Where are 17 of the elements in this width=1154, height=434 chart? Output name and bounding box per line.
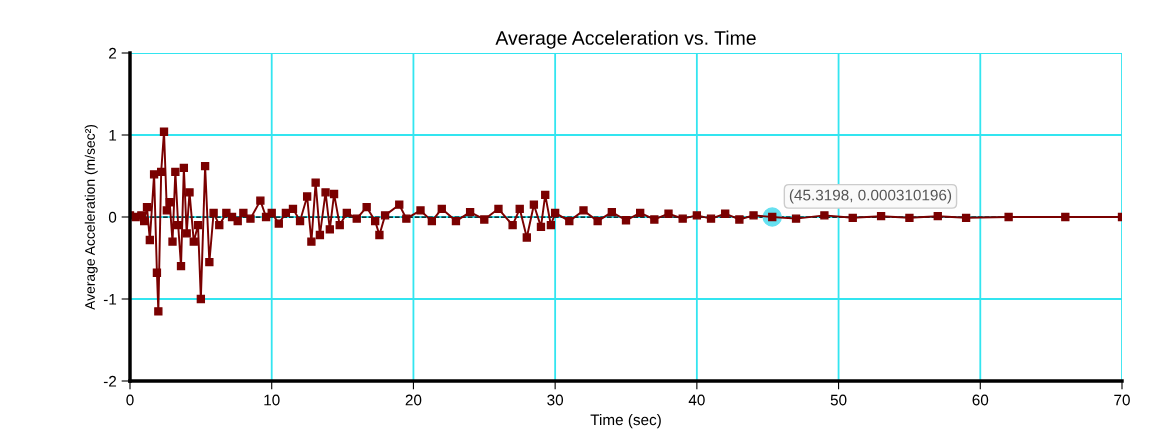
x-tick-label: 10: [264, 394, 280, 406]
chart-title: Average Acceleration vs. Time: [495, 30, 756, 49]
x-axis-title: Time (sec): [590, 413, 661, 429]
x-tick-label: 70: [1114, 394, 1130, 406]
y-tick-label: -2: [103, 375, 117, 387]
x-tick-label: 0: [126, 394, 134, 406]
x-tick-label: 20: [405, 394, 422, 406]
y-axis-title: Average Acceleration (m/sec²): [84, 124, 98, 310]
x-tick-label: 30: [547, 394, 564, 406]
annotation: (45.3198, 0.000310196): [789, 189, 952, 204]
y-tick-label: 2: [109, 47, 117, 59]
y-tick-label: -1: [103, 294, 117, 305]
x-tick-label: 60: [972, 394, 989, 406]
y-tick-label: 0: [108, 211, 117, 223]
y-tick-label: 1: [109, 130, 117, 141]
x-tick-label: 40: [688, 394, 705, 406]
x-tick-label: 50: [830, 394, 847, 406]
